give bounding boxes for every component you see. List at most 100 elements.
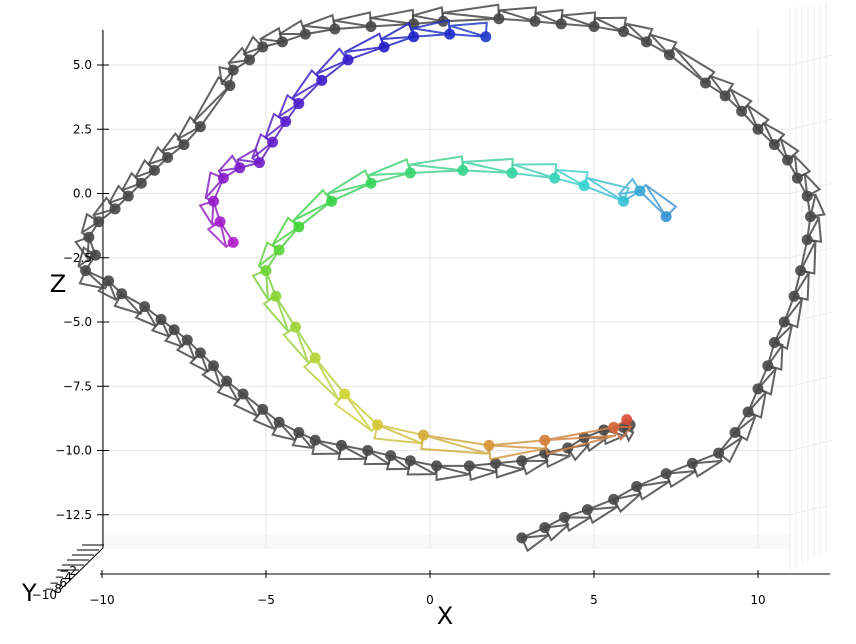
data-point <box>234 162 246 174</box>
data-point <box>155 313 167 325</box>
green-frame-segment <box>408 155 464 174</box>
data-point <box>227 64 239 76</box>
green-frame-segment <box>420 433 491 455</box>
data-point <box>309 352 321 364</box>
data-point <box>618 26 630 38</box>
data-point <box>588 20 600 32</box>
data-point <box>103 275 115 287</box>
data-point <box>713 447 725 459</box>
data-point <box>181 334 193 346</box>
data-point <box>444 28 456 40</box>
data-point <box>109 203 121 215</box>
z-gridline-side <box>789 440 833 451</box>
data-point <box>365 177 377 189</box>
data-point <box>342 54 354 66</box>
data-point <box>214 216 226 228</box>
data-point <box>791 172 803 184</box>
data-point <box>244 54 256 66</box>
data-point <box>788 290 800 302</box>
data-point <box>549 172 561 184</box>
data-point <box>276 36 288 48</box>
data-point <box>608 421 620 433</box>
z-tick-label: 0.0 <box>73 187 92 201</box>
data-point <box>194 347 206 359</box>
z-gridline-side <box>789 54 833 66</box>
data-point <box>516 532 528 544</box>
data-point <box>463 460 475 472</box>
data-point <box>365 20 377 32</box>
data-point <box>660 211 672 223</box>
blue-frame-segment <box>315 47 350 82</box>
data-point <box>663 49 675 61</box>
data-point <box>752 123 764 135</box>
data-point <box>329 23 341 35</box>
z-tick-label: −12.5 <box>55 508 92 522</box>
data-point <box>178 139 190 151</box>
y-axis-line <box>59 547 104 591</box>
data-point <box>299 28 311 40</box>
data-point <box>335 439 347 451</box>
data-point <box>162 152 174 164</box>
data-point <box>293 221 305 233</box>
data-point <box>719 90 731 102</box>
data-point <box>139 301 151 313</box>
data-point <box>506 167 518 179</box>
data-point <box>742 406 754 418</box>
y-tick-label: −2 <box>59 564 77 578</box>
z-gridline-side <box>789 311 833 323</box>
data-point <box>273 244 285 256</box>
z-tick-label: −2.5 <box>63 251 92 265</box>
data-point <box>385 450 397 462</box>
data-point <box>578 180 590 192</box>
data-point <box>782 154 794 166</box>
green-frame-segment <box>326 169 373 203</box>
z-tick-label: −10.0 <box>55 444 92 458</box>
data-point <box>778 316 790 328</box>
data-point <box>768 139 780 151</box>
y-tick-label: −8 <box>44 582 62 596</box>
data-point <box>339 388 351 400</box>
data-point <box>237 388 249 400</box>
data-point <box>148 164 160 176</box>
z-gridline-side <box>789 375 833 387</box>
z-gridline-side <box>789 504 833 516</box>
data-point <box>280 116 292 128</box>
data-point <box>270 290 282 302</box>
y-tick-label: −4 <box>54 570 72 584</box>
data-point <box>273 416 285 428</box>
z-gridline-side <box>789 247 833 259</box>
tick-labels: 5.0 2.5 0.0 −2.5 −5.0 −7.5 −10.0 −12.5 −10 −5 0 5 10… <box>32 58 766 607</box>
gray-frame-segment <box>668 46 716 85</box>
data-point <box>293 98 305 110</box>
data-point <box>217 172 229 184</box>
data-point <box>316 74 328 86</box>
data-point <box>804 211 816 223</box>
data-point <box>227 236 239 248</box>
data-point <box>795 265 807 277</box>
z-tick-label: 5.0 <box>73 58 92 72</box>
data-point <box>700 77 712 89</box>
data-point <box>372 419 384 431</box>
data-point <box>257 403 269 415</box>
x-tick-label: 5 <box>590 593 598 607</box>
green-frame-segment <box>367 158 412 185</box>
data-point <box>408 31 420 43</box>
data-point <box>621 414 633 426</box>
data-point <box>83 231 95 243</box>
data-point <box>122 190 134 202</box>
data-point <box>290 321 302 333</box>
data-point <box>267 136 279 148</box>
data-point <box>686 457 698 469</box>
green-frame-segment <box>302 356 347 401</box>
data-point <box>404 167 416 179</box>
y-tick-label: −10 <box>32 588 57 602</box>
data-point <box>490 457 502 469</box>
data-point <box>253 157 265 169</box>
x-tick-label: −10 <box>89 593 114 607</box>
data-point <box>80 265 92 277</box>
data-point <box>539 434 551 446</box>
z-tick-label: −5.0 <box>63 315 92 329</box>
data-point <box>801 234 813 246</box>
data-point <box>362 445 374 456</box>
data-point <box>431 460 443 472</box>
